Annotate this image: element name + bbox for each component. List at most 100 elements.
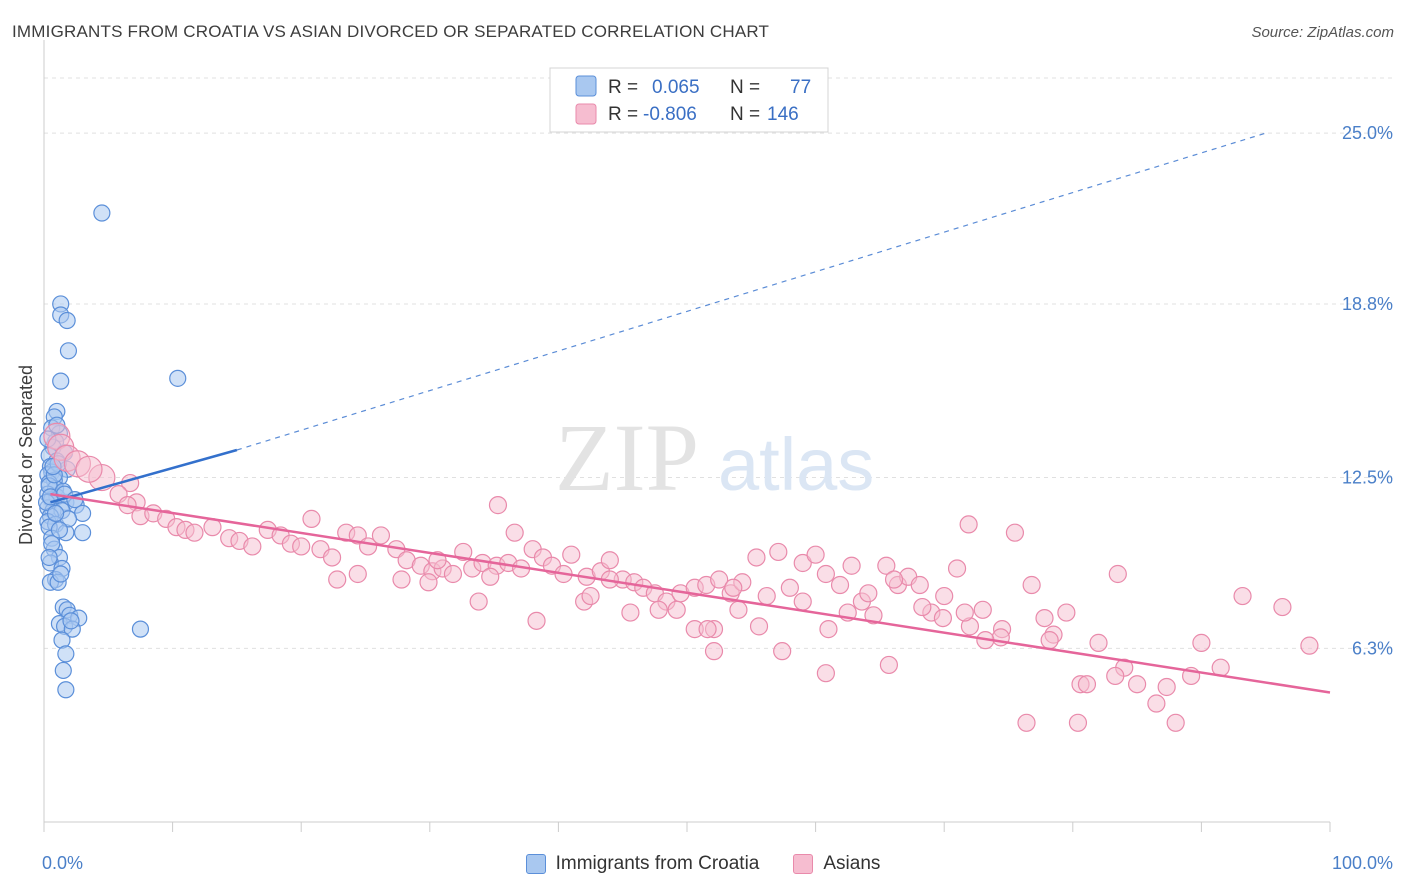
croatia-point-38 xyxy=(73,524,92,542)
trend-lines xyxy=(50,132,1331,694)
legend-r-label-2: R = xyxy=(608,104,638,125)
croatia-point-58 xyxy=(57,681,75,699)
asians-point-125 xyxy=(819,620,838,639)
asians-point-73 xyxy=(877,556,896,575)
asians-point-91 xyxy=(1127,675,1147,694)
legend-n-value-1: 77 xyxy=(790,77,811,98)
croatia-point-67 xyxy=(52,565,70,583)
series-asians xyxy=(43,422,1319,732)
watermark-zip: ZIP xyxy=(555,404,699,511)
asians-point-19 xyxy=(243,537,262,556)
asians-point-121 xyxy=(724,578,743,597)
croatia-point-69 xyxy=(41,488,60,506)
asians-point-137 xyxy=(1233,586,1252,606)
croatia-point-3 xyxy=(58,311,76,330)
legend-r-label-1: R = xyxy=(608,77,638,98)
x-tick-label-1: 100.0% xyxy=(1332,853,1393,873)
tick-labels: 6.3% 12.5% 18.8% 25.0% 0.0% 100.0% xyxy=(42,123,1393,873)
y-tick-label-3: 25.0% xyxy=(1342,123,1393,143)
asians-point-113 xyxy=(419,573,438,592)
asians-point-138 xyxy=(1273,597,1292,617)
asians-point-123 xyxy=(749,617,769,636)
asians-point-136 xyxy=(1157,677,1176,697)
asians-point-87 xyxy=(1057,603,1076,622)
asians-point-98 xyxy=(1017,713,1036,732)
asians-point-47 xyxy=(562,545,581,564)
asians-point-24 xyxy=(302,509,321,528)
asians-point-30 xyxy=(371,526,391,545)
legend-swatch-blue xyxy=(575,75,597,97)
croatia-point-0 xyxy=(93,204,111,222)
croatia-point-68 xyxy=(62,612,80,630)
asians-point-62 xyxy=(747,548,766,567)
series-legend: Immigrants from Croatia Asians xyxy=(0,850,1406,878)
asians-point-122 xyxy=(729,600,748,619)
asians-point-72 xyxy=(864,606,883,625)
asians-point-69 xyxy=(830,575,850,595)
asians-point-79 xyxy=(947,559,967,578)
asians-point-101 xyxy=(879,655,899,675)
legend-swatch-croatia xyxy=(525,854,546,874)
croatia-trend-solid xyxy=(50,448,238,504)
x-tick-label-0: 0.0% xyxy=(42,853,83,873)
croatia-point-57 xyxy=(54,661,72,680)
legend-n-label-2: N = xyxy=(730,104,760,125)
asians-point-76 xyxy=(910,575,929,595)
croatia-point-4 xyxy=(59,342,78,360)
asians-point-114 xyxy=(469,592,488,611)
asians-point-120 xyxy=(698,620,717,639)
asians-point-5 xyxy=(75,455,103,483)
asians-point-135 xyxy=(1106,666,1125,686)
asians-point-67 xyxy=(806,545,825,564)
croatia-point-76 xyxy=(50,521,69,539)
legend-n-label-1: N = xyxy=(730,77,760,98)
watermark-atlas: atlas xyxy=(718,423,874,506)
asians-point-85 xyxy=(1035,608,1054,628)
y-tick-label-0: 6.3% xyxy=(1352,638,1393,658)
asians-point-128 xyxy=(884,570,904,589)
asians-point-89 xyxy=(1089,633,1108,652)
croatia-trend-dashed xyxy=(236,132,1266,451)
croatia-point-54 xyxy=(131,620,150,638)
asians-point-139 xyxy=(1300,636,1319,655)
croatia-point-75 xyxy=(46,504,65,522)
legend-r-value-1: 0.065 xyxy=(652,77,700,98)
asians-point-63 xyxy=(757,586,776,606)
asians-point-117 xyxy=(621,603,640,622)
asians-point-124 xyxy=(793,592,812,611)
asians-point-104 xyxy=(704,642,724,661)
chart-title: IMMIGRANTS FROM CROATIA VS ASIAN DIVORCE… xyxy=(12,22,770,41)
asians-point-134 xyxy=(1077,675,1097,694)
asians-point-112 xyxy=(392,570,411,589)
asians-point-133 xyxy=(1040,631,1059,650)
legend-r-value-2: -0.806 xyxy=(643,104,697,125)
asians-point-66 xyxy=(793,553,812,573)
asians-point-100 xyxy=(959,515,978,534)
legend-swatch-asians xyxy=(793,854,814,874)
asians-point-59 xyxy=(710,570,729,589)
asians-point-118 xyxy=(649,600,668,619)
asians-point-115 xyxy=(527,611,546,630)
asians-point-84 xyxy=(1022,575,1041,595)
legend-n-value-2: 146 xyxy=(767,104,799,125)
asians-point-141 xyxy=(581,586,600,606)
asians-point-68 xyxy=(816,564,835,584)
y-tick-label-1: 12.5% xyxy=(1342,468,1393,488)
chart-source: Source: ZipAtlas.com xyxy=(1251,24,1394,41)
asians-point-92 xyxy=(1147,694,1166,713)
asians-point-127 xyxy=(859,584,878,603)
croatia-point-5 xyxy=(169,369,187,387)
grid-lines xyxy=(44,77,1392,649)
asians-point-131 xyxy=(955,603,974,622)
legend-item-immigrants-from-croatia: Immigrants from Croatia xyxy=(525,853,759,875)
asians-trend-line xyxy=(50,492,1331,694)
asians-point-90 xyxy=(1108,564,1127,584)
legend-swatch-pink xyxy=(575,103,597,125)
asians-point-64 xyxy=(769,542,788,562)
asians-point-65 xyxy=(780,578,799,597)
asians-point-130 xyxy=(933,608,953,628)
asians-point-15 xyxy=(185,523,204,542)
correlation-legend: R = 0.065 N = 77 R = -0.806 N = 146 xyxy=(549,67,829,133)
asians-point-26 xyxy=(322,548,342,567)
